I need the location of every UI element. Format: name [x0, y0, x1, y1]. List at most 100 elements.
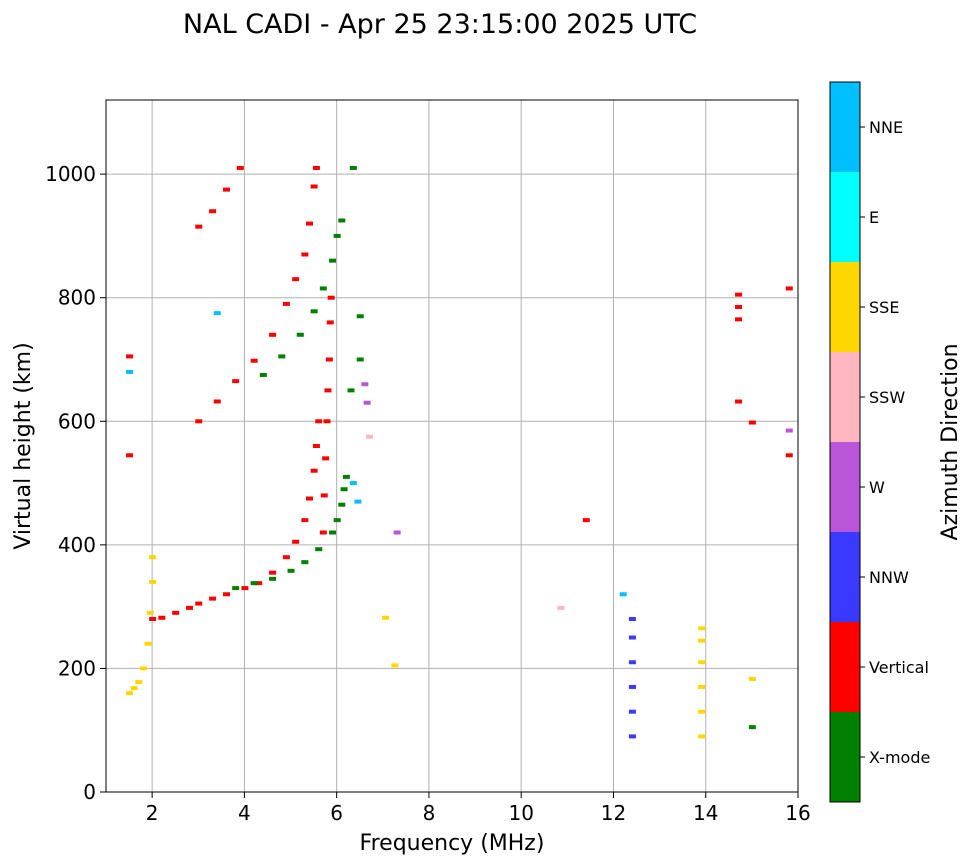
echo-point [698, 684, 706, 689]
echo-point [144, 641, 152, 646]
echo-point [391, 663, 399, 668]
colorbar-segment [830, 442, 860, 532]
echo-point [735, 292, 743, 297]
echo-point [213, 399, 221, 404]
echo-point [241, 586, 249, 591]
echo-point [278, 354, 286, 359]
echo-point [222, 187, 230, 192]
y-axis-ticks: 0 200 400 600 800 1000 [45, 162, 106, 804]
echo-point [698, 638, 706, 643]
echo-point [698, 660, 706, 665]
x-tick-label: 4 [238, 801, 251, 825]
echo-point [628, 635, 636, 640]
echo-point [126, 369, 134, 374]
echo-point [209, 596, 217, 601]
y-tick-label: 200 [58, 656, 96, 680]
echo-point [557, 605, 565, 610]
colorbar-tick-label: X-mode [869, 748, 930, 767]
echo-point [195, 224, 203, 229]
echo-point [195, 601, 203, 606]
x-tick-label: 8 [423, 801, 436, 825]
echo-point [356, 314, 364, 319]
y-tick-label: 800 [58, 286, 96, 310]
y-axis-label: Virtual height (km) [11, 342, 36, 549]
echo-point [393, 530, 401, 535]
y-tick-label: 0 [83, 780, 96, 804]
x-tick-label: 12 [601, 801, 626, 825]
echo-point [312, 444, 320, 448]
colorbar-tick-label: W [869, 478, 885, 497]
echo-point [269, 576, 277, 581]
echo-point [139, 666, 147, 671]
echo-point [628, 684, 636, 689]
colorbar-segment [830, 532, 860, 622]
y-tick-label: 400 [58, 533, 96, 557]
echo-point [292, 277, 300, 282]
colorbar-segment [830, 622, 860, 712]
echo-point [785, 453, 793, 458]
echo-point [255, 581, 263, 586]
echo-point [305, 496, 313, 501]
echo-point [213, 311, 221, 316]
colorbar-label: Azimuth Direction [938, 343, 963, 540]
echo-point [333, 518, 341, 523]
echo-point [333, 233, 341, 238]
echo-point [250, 358, 258, 363]
echo-point [628, 660, 636, 665]
echo-point [146, 610, 154, 615]
echo-point [186, 605, 194, 610]
echo-point [338, 218, 346, 223]
echo-point [301, 518, 309, 523]
colorbar-tick-label: E [869, 208, 879, 227]
echo-point [698, 626, 706, 631]
echo-point [319, 530, 327, 535]
echo-point [172, 610, 180, 615]
echo-point [354, 499, 362, 504]
echo-point [269, 332, 277, 337]
echo-point [282, 301, 290, 306]
echo-point [349, 165, 357, 170]
echo-point [329, 258, 337, 263]
echo-point [785, 286, 793, 291]
echo-point [628, 709, 636, 714]
echo-point [269, 570, 277, 575]
echo-point [301, 252, 309, 257]
echo-point [222, 592, 230, 597]
echo-point [326, 320, 334, 325]
echo-point [287, 568, 295, 573]
echo-point [310, 309, 318, 314]
x-tick-label: 14 [693, 801, 718, 825]
colorbar-tick-label: SSE [869, 298, 899, 317]
echo-point [312, 165, 320, 170]
echo-point [365, 434, 373, 439]
echo-point [310, 468, 318, 473]
echo-point [329, 530, 337, 535]
echo-point [363, 400, 371, 405]
echo-point [323, 419, 331, 424]
x-tick-label: 6 [330, 801, 343, 825]
echo-point [322, 456, 330, 461]
x-axis-label: Frequency (MHz) [360, 831, 545, 856]
colorbar-segment [830, 712, 860, 802]
echo-point [338, 502, 346, 507]
echo-point [282, 555, 290, 560]
x-axis-ticks: 2 4 6 8 10 12 14 16 [146, 792, 811, 825]
echo-point [748, 676, 756, 681]
echo-point [361, 382, 369, 387]
echo-point [310, 184, 318, 189]
echo-point [158, 615, 166, 620]
colorbar-frame [829, 81, 861, 803]
y-tick-label: 1000 [45, 162, 96, 186]
x-tick-label: 16 [785, 801, 810, 825]
echo-point [628, 734, 636, 739]
echo-point [785, 428, 793, 433]
x-tick-label: 2 [146, 801, 159, 825]
echo-point [349, 481, 357, 486]
plot-frame [105, 99, 799, 793]
echo-point [296, 332, 304, 337]
echo-point [698, 734, 706, 739]
echo-point [126, 453, 134, 458]
echo-point [319, 286, 327, 291]
echo-point [236, 165, 244, 170]
